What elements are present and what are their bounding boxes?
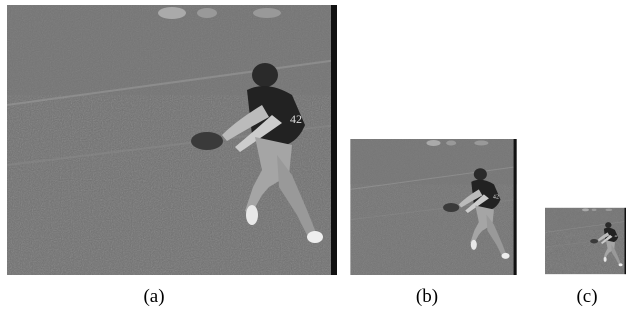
panel-caption: (c) — [576, 286, 597, 307]
panel-caption: (a) — [143, 286, 164, 307]
panel-caption: (b) — [416, 286, 438, 307]
panel-b-image — [350, 139, 516, 275]
panel-c-image — [545, 208, 626, 274]
figure: 42 (a) (b) (c) — [0, 0, 626, 316]
panel-a-image — [7, 5, 337, 275]
